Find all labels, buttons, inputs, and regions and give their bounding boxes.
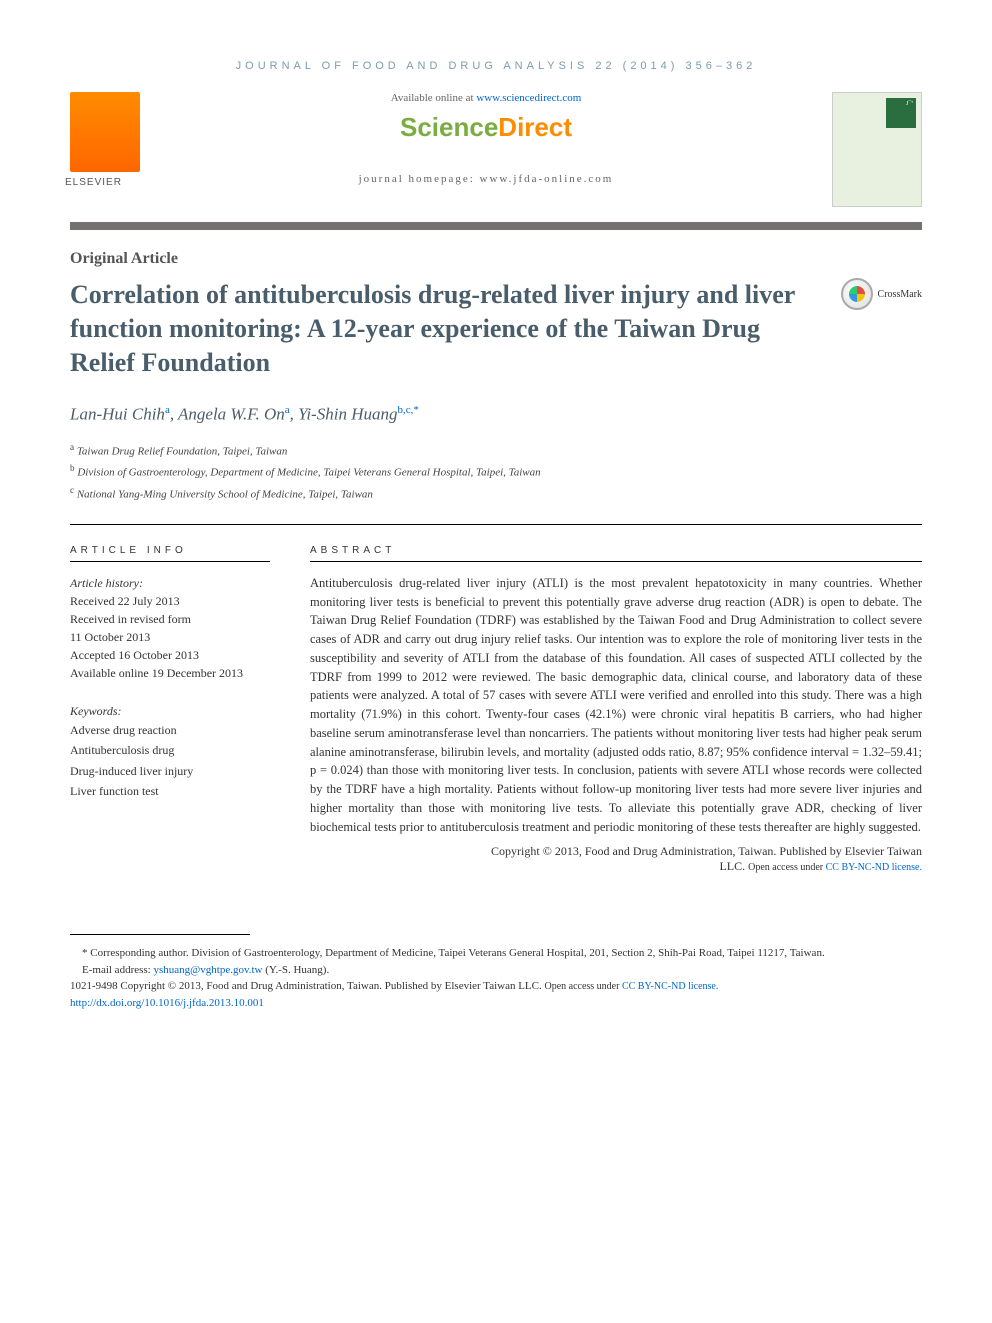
crossmark-widget[interactable]: CrossMark <box>841 278 922 310</box>
keywords-label: Keywords: <box>70 702 270 720</box>
corresponding-author-note: * Corresponding author. Division of Gast… <box>70 945 922 962</box>
header-divider-bar <box>70 222 922 230</box>
journal-homepage-text: journal homepage: www.jfda-online.com <box>160 173 812 185</box>
keywords-list: Adverse drug reactionAntituberculosis dr… <box>70 720 270 802</box>
sciencedirect-url-link[interactable]: www.sciencedirect.com <box>476 92 581 104</box>
license-link[interactable]: CC BY-NC-ND license. <box>826 862 922 873</box>
affiliation-line: a Taiwan Drug Relief Foundation, Taipei,… <box>70 440 922 461</box>
article-history-block: Article history: Received 22 July 2013Re… <box>70 574 270 682</box>
copyright-block: Copyright © 2013, Food and Drug Administ… <box>310 844 922 874</box>
history-line: Received in revised form <box>70 610 270 628</box>
history-label: Article history: <box>70 574 270 592</box>
corresponding-email-link[interactable]: yshuang@vghtpe.gov.tw <box>153 964 262 976</box>
crossmark-icon <box>841 278 873 310</box>
sd-science: Science <box>400 112 498 142</box>
keyword-item: Drug-induced liver injury <box>70 761 270 781</box>
keyword-item: Antituberculosis drug <box>70 740 270 760</box>
elsevier-logo <box>70 92 140 172</box>
copyright-line-2-prefix: LLC. <box>719 859 748 873</box>
license-label: Open access under <box>748 862 825 873</box>
article-title: Correlation of antituberculosis drug-rel… <box>70 278 841 379</box>
journal-cover-thumbnail <box>832 92 922 207</box>
affiliations-block: a Taiwan Drug Relief Foundation, Taipei,… <box>70 440 922 504</box>
crossmark-label: CrossMark <box>878 289 922 300</box>
sciencedirect-logo: ScienceDirect <box>160 112 812 143</box>
abstract-heading: ABSTRACT <box>310 545 922 562</box>
history-line: Received 22 July 2013 <box>70 592 270 610</box>
header-block: Available online at www.sciencedirect.co… <box>70 92 922 207</box>
affiliation-line: c National Yang-Ming University School o… <box>70 483 922 504</box>
history-line: Accepted 16 October 2013 <box>70 646 270 664</box>
available-online-text: Available online at www.sciencedirect.co… <box>160 92 812 104</box>
history-line: 11 October 2013 <box>70 628 270 646</box>
authors-line: Lan-Hui Chiha, Angela W.F. Ona, Yi-Shin … <box>70 404 922 425</box>
footnotes-block: * Corresponding author. Division of Gast… <box>70 945 922 1011</box>
sd-direct: Direct <box>498 112 572 142</box>
keyword-item: Liver function test <box>70 781 270 801</box>
abstract-text: Antituberculosis drug-related liver inju… <box>310 574 922 837</box>
doi-link[interactable]: http://dx.doi.org/10.1016/j.jfda.2013.10… <box>70 997 264 1009</box>
article-type-label: Original Article <box>70 250 922 268</box>
top-rule <box>70 524 922 525</box>
issn-license-label: Open access under <box>544 981 621 992</box>
keyword-item: Adverse drug reaction <box>70 720 270 740</box>
article-info-heading: ARTICLE INFO <box>70 545 270 562</box>
copyright-line-1: Copyright © 2013, Food and Drug Administ… <box>310 844 922 859</box>
issn-license-link[interactable]: CC BY-NC-ND license. <box>622 981 718 992</box>
footnote-rule <box>70 934 250 935</box>
email-label: E-mail address: <box>82 964 153 976</box>
available-prefix: Available online at <box>391 92 477 104</box>
journal-reference: JOURNAL OF FOOD AND DRUG ANALYSIS 22 (20… <box>70 60 922 72</box>
email-suffix: (Y.-S. Huang). <box>263 964 330 976</box>
affiliation-line: b Division of Gastroenterology, Departme… <box>70 461 922 482</box>
history-line: Available online 19 December 2013 <box>70 664 270 682</box>
issn-copyright-line: 1021-9498 Copyright © 2013, Food and Dru… <box>70 980 544 992</box>
